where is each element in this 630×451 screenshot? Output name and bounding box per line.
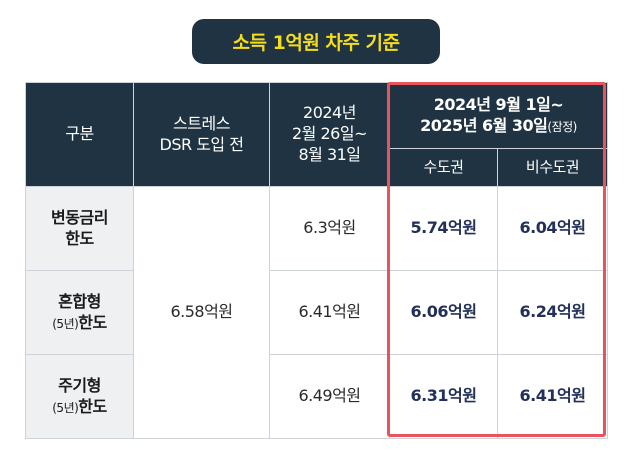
title-badge: 소득 1억원 차주 기준 bbox=[192, 19, 440, 64]
noncapital-value: 6.04억원 bbox=[497, 186, 608, 271]
period2-value: 6.3억원 bbox=[269, 186, 390, 271]
table-row: 혼합형 (5년)한도 6.41억원 6.06억원 6.24억원 bbox=[25, 270, 608, 355]
period2-value: 6.41억원 bbox=[269, 270, 390, 355]
header-before-dsr: 스트레스 DSR 도입 전 bbox=[133, 82, 270, 187]
header-period-2024: 2024년 2월 26일~ 8월 31일 bbox=[269, 82, 390, 187]
capital-value: 5.74억원 bbox=[389, 186, 498, 271]
capital-value: 6.31억원 bbox=[389, 354, 498, 439]
header-period-new: 2024년 9월 1일~ 2025년 6월 30일(잠정) bbox=[389, 82, 608, 149]
header-capital: 수도권 bbox=[389, 148, 498, 187]
row-label-periodic: 주기형 (5년)한도 bbox=[25, 354, 134, 439]
page-title: 소득 1억원 차주 기준 bbox=[232, 32, 400, 54]
noncapital-value: 6.24억원 bbox=[497, 270, 608, 355]
period2-value: 6.49억원 bbox=[269, 354, 390, 439]
noncapital-value: 6.41억원 bbox=[497, 354, 608, 439]
header-category: 구분 bbox=[25, 82, 134, 187]
row-label-variable: 변동금리 한도 bbox=[25, 186, 134, 271]
table-row: 주기형 (5년)한도 6.49억원 6.31억원 6.41억원 bbox=[25, 354, 608, 439]
header-noncapital: 비수도권 bbox=[497, 148, 608, 187]
capital-value: 6.06억원 bbox=[389, 270, 498, 355]
before-dsr-value: 6.58억원 bbox=[133, 186, 270, 439]
table-row: 변동금리 한도 6.58억원 6.3억원 5.74억원 6.04억원 bbox=[25, 186, 608, 439]
row-label-mixed: 혼합형 (5년)한도 bbox=[25, 270, 134, 355]
loan-limit-table: 구분 스트레스 DSR 도입 전 2024년 2월 26일~ 8월 31일 20… bbox=[25, 82, 608, 439]
